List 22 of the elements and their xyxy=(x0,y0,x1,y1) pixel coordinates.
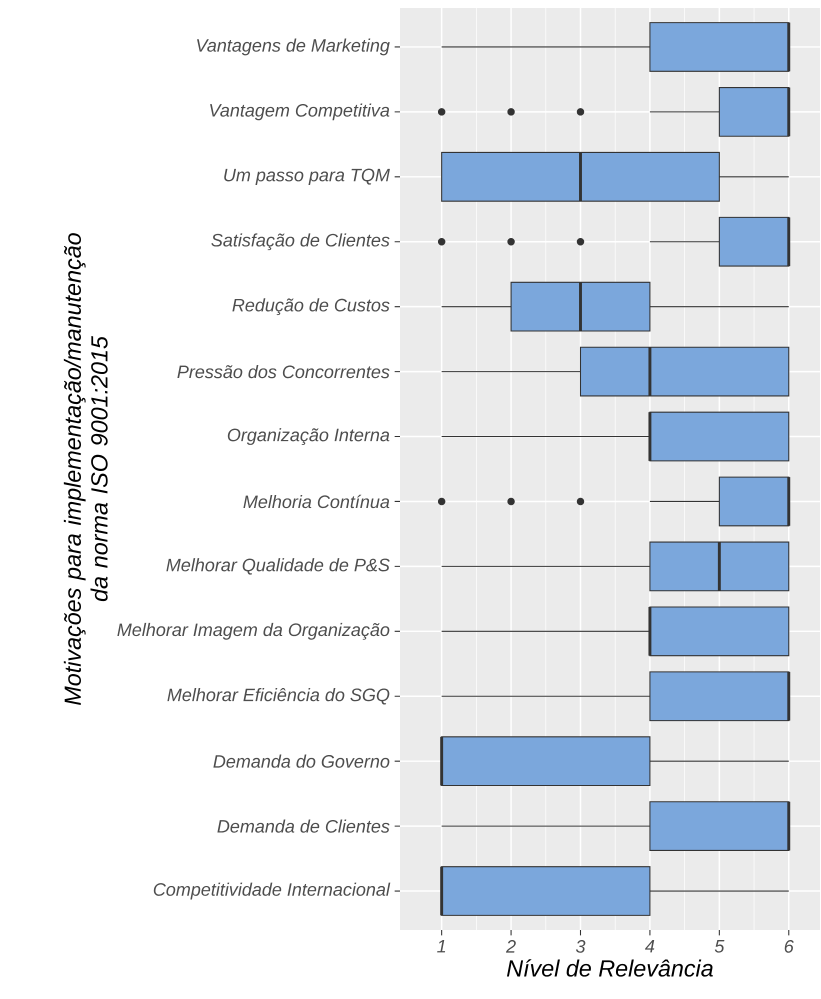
x-tick-label: 5 xyxy=(714,940,724,953)
y-tick-label: Satisfação de Clientes xyxy=(211,233,390,250)
x-axis-title: Nível de Relevância xyxy=(506,959,713,977)
y-tick-label: Demanda de Clientes xyxy=(217,819,390,833)
y-tick-label: Melhoria Contínua xyxy=(243,494,390,508)
y-tick-label: Um passo para TQM xyxy=(224,168,390,185)
y-tick-label: Vantagem Competitiva xyxy=(210,103,390,120)
y-axis-title: Motivações para implementação/manutenção da norma ISO 9001:2015 xyxy=(64,233,108,705)
y-tick-label: Pressão dos Concorrentes xyxy=(177,364,390,378)
y-tick-label: Melhorar Eficiência do SGQ xyxy=(167,688,390,705)
x-tick-label: 3 xyxy=(576,940,586,953)
y-tick-label: Vantagens de Marketing xyxy=(197,38,390,56)
y-tick-label: Melhorar Qualidade de P&S xyxy=(166,558,390,575)
x-tick-label: 6 xyxy=(784,940,794,953)
y-tick-label: Melhorar Imagem da Organização xyxy=(117,622,390,640)
x-tick-label: 4 xyxy=(645,940,654,952)
y-tick-label: Demanda do Governo xyxy=(213,754,390,768)
x-tick-label: 1 xyxy=(437,940,446,952)
x-tick-label: 2 xyxy=(506,940,516,953)
y-tick-label: Organização Interna xyxy=(228,428,390,445)
y-tick-label: Competitividade Internacional xyxy=(154,882,390,900)
y-tick-label: Redução de Custos xyxy=(232,298,390,316)
